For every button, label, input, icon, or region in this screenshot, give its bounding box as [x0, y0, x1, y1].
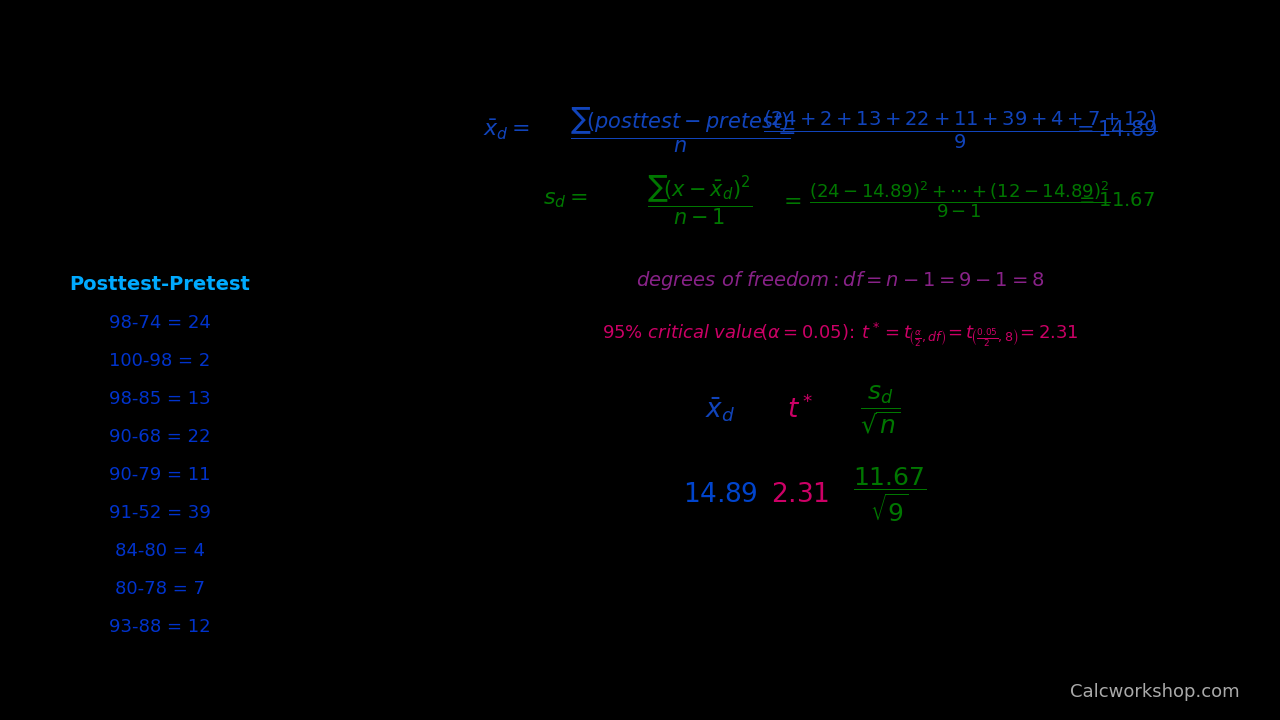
Text: $=$: $=$	[778, 190, 801, 210]
Text: 80-78 = 7: 80-78 = 7	[115, 580, 205, 598]
Text: Calcworkshop.com: Calcworkshop.com	[1070, 683, 1240, 701]
Text: $=11.67$: $=11.67$	[1075, 191, 1155, 210]
Text: $\mathit{degrees\ of\ freedom}: \mathit{df}=n-1=9-1=8$: $\mathit{degrees\ of\ freedom}: \mathit{…	[636, 269, 1044, 292]
Text: $2.31$: $2.31$	[771, 482, 829, 508]
Text: $\dfrac{\left(24+2+13+22+11+39+4+7+12\right)}{9}$: $\dfrac{\left(24+2+13+22+11+39+4+7+12\ri…	[763, 109, 1157, 151]
Text: $s_d=$: $s_d=$	[543, 190, 588, 210]
Text: 90-79 = 11: 90-79 = 11	[109, 466, 211, 484]
Text: 91-52 = 39: 91-52 = 39	[109, 504, 211, 522]
Text: 100-98 = 2: 100-98 = 2	[109, 352, 211, 370]
Text: 90-68 = 22: 90-68 = 22	[109, 428, 211, 446]
Text: Posttest-Pretest: Posttest-Pretest	[69, 276, 251, 294]
Text: $\dfrac{11.67}{\sqrt{9}}$: $\dfrac{11.67}{\sqrt{9}}$	[854, 466, 927, 524]
Text: 84-80 = 4: 84-80 = 4	[115, 542, 205, 560]
Text: $\mathit{95\%\ critical\ value}\!\left(\alpha=0.05\right)\!:\,t^*=t_{\!\left(\fr: $\mathit{95\%\ critical\ value}\!\left(\…	[602, 321, 1078, 349]
Text: $=14.89$: $=14.89$	[1073, 120, 1157, 140]
Text: $\dfrac{\left(24-14.89\right)^2+\cdots+\left(12-14.89\right)^2}{9-1}$: $\dfrac{\left(24-14.89\right)^2+\cdots+\…	[809, 179, 1111, 220]
Text: $=$: $=$	[773, 120, 795, 140]
Text: $14.89$: $14.89$	[682, 482, 758, 508]
Text: $\dfrac{\sum\!\left(x-\bar{x}_d\right)^2}{n-1}$: $\dfrac{\sum\!\left(x-\bar{x}_d\right)^2…	[648, 174, 753, 227]
Text: 93-88 = 12: 93-88 = 12	[109, 618, 211, 636]
Text: $t^*$: $t^*$	[787, 396, 813, 424]
Text: $\dfrac{\sum\!\left(\mathit{posttest}-\mathit{pretest}\right)}{n}$: $\dfrac{\sum\!\left(\mathit{posttest}-\m…	[570, 105, 790, 155]
Text: 98-74 = 24: 98-74 = 24	[109, 314, 211, 332]
Text: $\dfrac{s_d}{\sqrt{n}}$: $\dfrac{s_d}{\sqrt{n}}$	[860, 384, 900, 436]
Text: $\bar{x}_d$: $\bar{x}_d$	[705, 395, 735, 424]
Text: 98-85 = 13: 98-85 = 13	[109, 390, 211, 408]
Text: $\bar{x}_d=$: $\bar{x}_d=$	[483, 118, 530, 142]
